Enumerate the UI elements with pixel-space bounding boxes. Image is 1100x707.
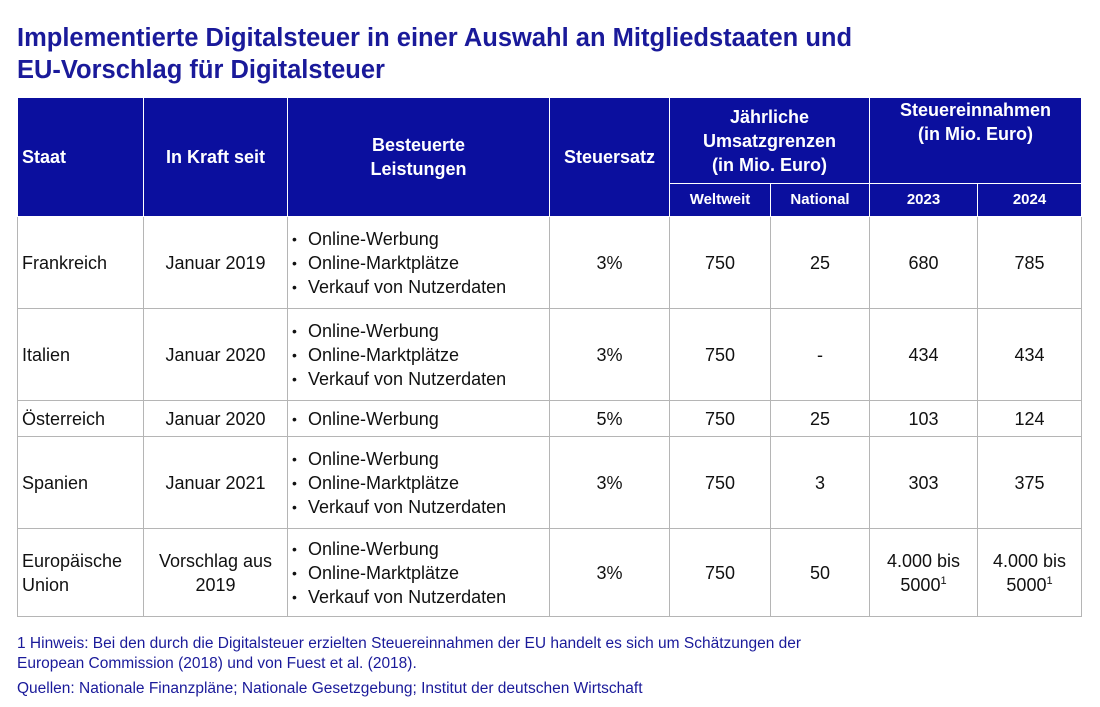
cell-in-kraft-seit: Vorschlag aus 2019: [143, 528, 288, 617]
footnotes: 1 Hinweis: Bei den durch die Digitalsteu…: [17, 634, 1087, 699]
cell-staat: Österreich: [17, 400, 144, 437]
header-umsatzgrenzen: Jährliche Umsatzgrenzen (in Mio. Euro): [669, 97, 870, 184]
list-item: Verkauf von Nutzerdaten: [292, 275, 545, 299]
header-umsatz-line-1: Jährliche: [729, 106, 810, 127]
cell-leistungen: Online-Werbung Online-Marktplätze Verkau…: [287, 308, 550, 401]
table-row-frankreich: Frankreich Januar 2019 Online-Werbung On…: [17, 216, 1083, 309]
cell-2024: 785: [976, 216, 1083, 309]
cell-2023: 103: [869, 400, 978, 437]
cell-2024: 124: [976, 400, 1083, 437]
cell-in-kraft-seit: Januar 2021: [143, 436, 288, 529]
einnahmen-2024-line-2: 5000: [1006, 574, 1047, 595]
cell-leistungen: Online-Werbung: [287, 400, 550, 437]
in-kraft-line-2: 2019: [195, 574, 236, 595]
cell-steuersatz: 5%: [549, 400, 670, 437]
list-item: Online-Werbung: [292, 407, 545, 431]
cell-weltweit: 750: [669, 400, 771, 437]
footnote-mark: 1: [940, 574, 947, 587]
cell-national: 25: [770, 216, 870, 309]
cell-2023: 434: [869, 308, 978, 401]
header-einnahmen-line-1: Steuereinnahmen: [899, 100, 1052, 120]
list-item: Online-Marktplätze: [292, 251, 545, 275]
cell-leistungen: Online-Werbung Online-Marktplätze Verkau…: [287, 216, 550, 309]
header-besteuerte-leistungen: Besteuerte Leistungen: [287, 97, 550, 217]
list-item: Online-Werbung: [292, 227, 545, 251]
list-item: Online-Marktplätze: [292, 343, 545, 367]
hinweis-footnote: 1 Hinweis: Bei den durch die Digitalsteu…: [17, 634, 1087, 674]
cell-national: 25: [770, 400, 870, 437]
in-kraft-line-1: Vorschlag aus: [158, 550, 273, 571]
list-item: Online-Werbung: [292, 447, 545, 471]
digital-tax-table: Staat In Kraft seit Besteuerte Leistunge…: [17, 97, 1083, 617]
cell-weltweit: 750: [669, 436, 771, 529]
einnahmen-2024-line-1: 4.000 bis: [992, 550, 1067, 571]
cell-steuersatz: 3%: [549, 216, 670, 309]
cell-weltweit: 750: [669, 216, 771, 309]
cell-2023: 303: [869, 436, 978, 529]
header-leistungen-line-1: Besteuerte: [371, 135, 466, 155]
cell-staat: Frankreich: [17, 216, 144, 309]
cell-2023: 680: [869, 216, 978, 309]
header-weltweit: Weltweit: [669, 183, 771, 217]
list-item: Online-Marktplätze: [292, 471, 545, 495]
cell-2024: 434: [976, 308, 1083, 401]
cell-national: -: [770, 308, 870, 401]
list-item: Verkauf von Nutzerdaten: [292, 367, 545, 391]
header-einnahmen-line-2: (in Mio. Euro): [918, 124, 1033, 144]
list-item: Online-Werbung: [292, 537, 545, 561]
header-steuereinnahmen: Steuereinnahmen (in Mio. Euro): [868, 97, 1083, 184]
staat-line-1: Europäische: [22, 550, 123, 571]
list-item: Online-Werbung: [292, 319, 545, 343]
title-line-1: Implementierte Digitalsteuer in einer Au…: [17, 24, 853, 52]
einnahmen-2023-line-1: 4.000 bis: [886, 550, 961, 571]
table-row-oesterreich: Österreich Januar 2020 Online-Werbung 5%…: [17, 400, 1083, 437]
cell-2024: 375: [976, 436, 1083, 529]
quellen-source-line: Quellen: Nationale Finanzpläne; National…: [17, 680, 643, 697]
table-row-italien: Italien Januar 2020 Online-Werbung Onlin…: [17, 308, 1083, 401]
cell-national: 3: [770, 436, 870, 529]
cell-weltweit: 750: [669, 308, 771, 401]
cell-2023: 4.000 bis 50001: [869, 528, 978, 617]
list-item: Verkauf von Nutzerdaten: [292, 495, 545, 519]
cell-staat: Spanien: [17, 436, 144, 529]
cell-steuersatz: 3%: [549, 308, 670, 401]
page-title: Implementierte Digitalsteuer in einer Au…: [17, 22, 1087, 86]
table-row-eu: Europäische Union Vorschlag aus 2019 Onl…: [17, 528, 1083, 617]
cell-in-kraft-seit: Januar 2020: [143, 400, 288, 437]
header-umsatz-line-3: (in Mio. Euro): [712, 154, 827, 175]
cell-staat: Europäische Union: [17, 528, 144, 617]
cell-staat: Italien: [17, 308, 144, 401]
header-national: National: [770, 183, 870, 217]
hinweis-line-2: European Commission (2018) und von Fuest…: [17, 655, 417, 672]
header-leistungen-line-2: Leistungen: [370, 159, 467, 179]
header-steuersatz: Steuersatz: [549, 97, 670, 217]
header-2024: 2024: [976, 183, 1083, 217]
cell-leistungen: Online-Werbung Online-Marktplätze Verkau…: [287, 436, 550, 529]
einnahmen-2023-line-2: 5000: [900, 574, 941, 595]
cell-in-kraft-seit: Januar 2019: [143, 216, 288, 309]
staat-line-2: Union: [22, 574, 70, 595]
cell-2024: 4.000 bis 50001: [976, 528, 1083, 617]
header-2023: 2023: [869, 183, 978, 217]
cell-steuersatz: 3%: [549, 528, 670, 617]
list-item: Online-Marktplätze: [292, 561, 545, 585]
cell-national: 50: [770, 528, 870, 617]
cell-leistungen: Online-Werbung Online-Marktplätze Verkau…: [287, 528, 550, 617]
cell-in-kraft-seit: Januar 2020: [143, 308, 288, 401]
table-row-spanien: Spanien Januar 2021 Online-Werbung Onlin…: [17, 436, 1083, 529]
title-line-2: EU-Vorschlag für Digitalsteuer: [17, 56, 385, 84]
hinweis-line-1: 1 Hinweis: Bei den durch die Digitalsteu…: [17, 635, 802, 652]
cell-weltweit: 750: [669, 528, 771, 617]
header-in-kraft-seit: In Kraft seit: [143, 97, 288, 217]
footnote-mark: 1: [1046, 574, 1053, 587]
list-item: Verkauf von Nutzerdaten: [292, 585, 545, 609]
header-staat: Staat: [17, 97, 144, 217]
header-umsatz-line-2: Umsatzgrenzen: [702, 130, 837, 151]
cell-steuersatz: 3%: [549, 436, 670, 529]
